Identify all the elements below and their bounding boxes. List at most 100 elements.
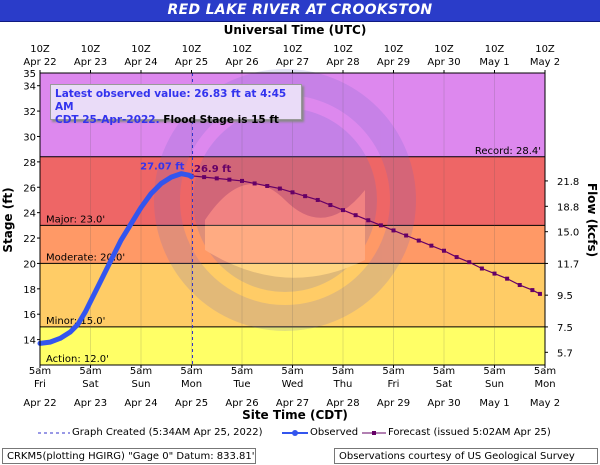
right-tick-label: 15.0 — [557, 228, 579, 239]
bottom-tick-day: Mon — [181, 379, 202, 390]
observed-point — [99, 279, 103, 283]
forecast-point — [442, 248, 446, 253]
bottom-tick-time: 5am — [79, 366, 101, 377]
bottom-tick-date: May 1 — [479, 398, 509, 409]
top-tick-label: 10Z — [182, 44, 202, 55]
forecast-point — [416, 238, 421, 243]
bottom-tick-day: Wed — [282, 379, 304, 390]
forecast-point — [341, 208, 345, 213]
left-tick-label: 22 — [23, 234, 36, 245]
top-tick-date: Apr 25 — [175, 57, 208, 68]
bottom-tick-time: 5am — [29, 366, 51, 377]
forecast-point — [404, 233, 409, 238]
top-tick-date: Apr 28 — [326, 57, 359, 68]
bottom-axis-title: Site Time (CDT) — [242, 408, 348, 422]
top-tick-date: May 1 — [479, 57, 509, 68]
annotations: 27.07 ft 26.9 ft — [140, 162, 231, 175]
top-axis-title: Universal Time (UTC) — [224, 23, 367, 37]
dashed-line-icon — [38, 432, 70, 433]
top-tick-date: Apr 26 — [225, 57, 258, 68]
observed-point — [109, 259, 113, 263]
observed-line — [37, 171, 194, 346]
bottom-tick-day: Sat — [82, 379, 98, 390]
latest-value-date: CDT 25-Apr-2022. — [55, 114, 160, 126]
right-tick-label: 7.5 — [557, 323, 573, 334]
right-tick-label: 9.5 — [557, 291, 573, 302]
bottom-tick-date: May 2 — [530, 398, 560, 409]
plot-frame — [39, 72, 546, 366]
top-tick-date: May 2 — [530, 57, 560, 68]
top-tick-date: Apr 24 — [124, 57, 157, 68]
forecast-point — [492, 271, 497, 276]
top-tick-date: Apr 23 — [74, 57, 107, 68]
bottom-tick-date: Apr 24 — [124, 398, 157, 409]
forecast-point — [505, 276, 510, 281]
right-tick-label: 11.7 — [557, 259, 579, 270]
bottom-tick-time: 5am — [534, 366, 556, 377]
bottom-tick-date: Apr 22 — [23, 398, 56, 409]
observed-point — [89, 300, 92, 304]
top-tick-date: Apr 30 — [427, 57, 460, 68]
bottom-tick-date: Apr 25 — [175, 398, 208, 409]
top-axis-ticks: 10Z Apr 22 10Z Apr 23 10Z Apr 24 10Z Apr 25 10Z A… — [23, 44, 560, 73]
annotation-label: 27.07 ft — [140, 162, 184, 173]
observed-point — [119, 239, 123, 243]
annotation-label: 26.9 ft — [194, 164, 232, 175]
top-tick-label: 10Z — [232, 44, 252, 55]
forecast-point — [517, 283, 522, 288]
bottom-tick-day: Mon — [534, 379, 555, 390]
forecast-point — [530, 288, 535, 293]
forecast-point — [328, 203, 333, 208]
legend-graph-created: Graph Created (5:34AM Apr 25, 2022) — [36, 427, 263, 438]
top-tick-label: 10Z — [81, 44, 101, 55]
bottom-tick-day: Sat — [436, 379, 452, 390]
forecast-point — [277, 186, 282, 191]
observed-point — [129, 222, 133, 226]
bottom-tick-day: Thu — [333, 379, 353, 390]
band-label-record: Record: 28.4' — [475, 146, 541, 157]
top-tick-label: 10Z — [485, 44, 505, 55]
forecast-point — [303, 194, 308, 199]
observed-point — [149, 192, 153, 196]
observed-point — [139, 206, 143, 210]
bottom-tick-date: Apr 29 — [377, 398, 410, 409]
forecast-point — [290, 190, 295, 195]
bottom-tick-time: 5am — [483, 366, 505, 377]
credits-box: Observations courtesy of US Geological S… — [334, 448, 598, 464]
top-tick-date: Apr 29 — [377, 57, 410, 68]
bottom-tick-time: 5am — [433, 366, 455, 377]
datum-text: CRKM5(plotting HGIRG) "Gage 0" Datum: 83… — [7, 451, 255, 462]
latest-value-box: Latest observed value: 26.83 ft at 4:45 … — [50, 84, 302, 126]
top-tick-label: 10Z — [131, 44, 151, 55]
bottom-tick-time: 5am — [281, 366, 303, 377]
latest-value-line1: Latest observed value: 26.83 ft at 4:45 … — [55, 88, 287, 113]
latest-value-line2: CDT 25-Apr-2022. Flood Stage is 15 ft — [55, 114, 297, 127]
bottom-tick-time: 5am — [130, 366, 152, 377]
bottom-tick-day: Sun — [131, 379, 150, 390]
observed-point — [179, 172, 183, 176]
left-tick-label: 35 — [23, 69, 36, 80]
legend-observed-label: Observed — [310, 427, 359, 438]
observed-point — [169, 175, 173, 179]
flood-stage-text: Flood Stage is 15 ft — [163, 114, 279, 126]
bottom-axis-ticks: 5am Fri Apr 22 5am Sat Apr 23 5am Sun Apr 24 5am M… — [23, 365, 560, 409]
left-tick-label: 34 — [23, 82, 36, 93]
bottom-tick-day: Sun — [485, 379, 504, 390]
top-tick-label: 10Z — [535, 44, 555, 55]
bottom-tick-date: Apr 30 — [427, 398, 460, 409]
forecast-point — [454, 255, 459, 260]
right-axis-ticks: 5.7 7.5 9.5 11.7 15.0 18.8 21.8 — [545, 177, 579, 359]
bottom-tick-time: 5am — [231, 366, 253, 377]
top-tick-label: 10Z — [384, 44, 404, 55]
top-tick-label: 10Z — [283, 44, 303, 55]
hydrograph-chart: Universal Time (UTC) Record: 28.4' Major:… — [1, 23, 599, 422]
bottom-tick-day: Tue — [232, 379, 250, 390]
observed-point — [76, 322, 80, 326]
top-tick-date: Apr 27 — [276, 57, 309, 68]
band-minor — [40, 263, 545, 327]
band-label-moderate: Moderate: 20.0' — [46, 252, 125, 263]
forecast-point — [265, 183, 270, 188]
forecast-point — [391, 228, 396, 233]
right-tick-label: 21.8 — [557, 177, 579, 188]
forecast-point — [315, 197, 320, 202]
